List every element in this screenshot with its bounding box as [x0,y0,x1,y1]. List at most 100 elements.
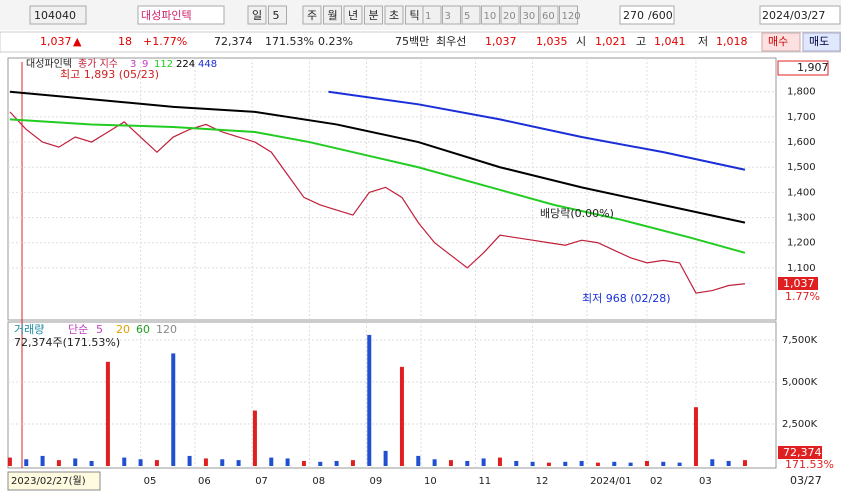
high: 1,041 [654,35,686,48]
volume-bar [73,458,78,466]
volume-bar [252,410,257,466]
volume-bar [481,458,486,466]
interval-button[interactable] [422,5,442,25]
price-line [9,111,746,294]
interval-label[interactable]: 120 [562,11,581,22]
y-tick-label: 2,500K [782,419,818,430]
volume-bar [514,460,519,466]
event-annotation: 배당락(0.00%) [540,207,614,220]
legend-entry: 단순 [68,323,88,336]
end-date: 03/27 [790,474,822,487]
arrow: ▲ [73,35,82,48]
low-annotation: 최저 968 (02/28) [582,292,671,305]
period-label[interactable]: 일 [252,8,262,22]
volume-bar [416,455,421,466]
interval-label[interactable]: 30 [523,11,536,22]
buy-button[interactable]: 매수 [768,35,788,48]
volume-bar [399,366,404,466]
period-button[interactable] [247,5,267,25]
interval-label[interactable]: 10 [484,11,497,22]
legend-entry: 3 [130,59,136,70]
change: 18 [118,35,132,48]
volume-bar [710,459,715,466]
legend-entry: 종가 지수 [78,58,118,70]
stock-name[interactable]: 대성파인텍 [141,9,192,22]
volume-pct: 171.53% [265,35,314,48]
period-label[interactable]: 월 [328,9,338,22]
period-button[interactable] [364,5,383,25]
y-tick-label: 1,200 [787,238,816,249]
interval-label[interactable]: 60 [542,11,555,22]
volume-bar [628,462,633,466]
code[interactable]: 104040 [34,9,76,22]
interval-button[interactable] [559,5,578,25]
period-button[interactable] [323,5,342,25]
interval-button[interactable] [520,5,539,25]
interval-label[interactable]: 20 [503,11,516,22]
count[interactable]: 270 [623,9,644,22]
date[interactable]: 2024/03/27 [762,9,825,22]
interval-label[interactable]: 3 [445,11,451,22]
volume-bar [742,460,747,466]
period-label[interactable]: 5 [273,9,280,22]
volume-bar [171,353,176,466]
top-label: 1,907 [797,61,829,74]
period-label[interactable]: 분 [369,9,379,22]
period-label[interactable]: 주 [307,9,317,22]
period-label[interactable]: 년 [348,9,358,22]
volume-bar [105,361,110,466]
open-label: 시 [576,35,586,48]
volume-bar [334,460,339,466]
volume-bar [7,457,12,466]
period-button[interactable] [343,5,363,25]
period-button[interactable] [302,5,322,25]
volume-bar [122,457,127,466]
volume-bar [236,460,241,466]
volume-bar [661,461,666,466]
y-tick-label: 1,100 [787,263,816,274]
volume: 72,374 [214,35,253,48]
volume-bar [612,461,617,466]
price-panel [7,57,777,321]
period-button[interactable] [384,5,404,25]
volume-bar [563,461,568,466]
legend-entry: 5 [96,323,103,336]
legend-entry: 120 [156,323,177,336]
volume-bar [693,407,698,466]
change-pct: +1.77% [143,35,187,48]
volume-bar [301,460,306,466]
interval-button[interactable] [500,5,520,25]
period-label[interactable]: 초 [389,9,399,22]
start-date: 2023/02/27(월) [11,475,86,487]
volume-bar [383,450,388,466]
period-button[interactable] [268,5,287,25]
interval-button[interactable] [539,5,559,25]
interval-button[interactable] [461,5,481,25]
period-label[interactable]: 틱 [410,9,420,22]
interval-button[interactable] [481,5,500,25]
low-label: 저 [698,35,708,48]
volume-bar [367,334,372,466]
turnover: 0.23% [318,35,353,48]
volume-title: 거래량 [14,323,44,336]
interval-label[interactable]: 1 [425,11,431,22]
volume-bar [465,460,470,466]
x-tick-label: 02 [650,476,663,487]
x-tick-label: 06 [198,476,211,487]
open: 1,021 [595,35,627,48]
interval-button[interactable] [442,5,461,25]
last-change: 1.77% [785,290,820,303]
volume-bar [579,460,584,466]
volume-last: 72,374 [783,446,822,459]
volume-bar [677,462,682,466]
interval-label[interactable]: 5 [464,11,470,22]
legend-entry: 448 [198,59,217,70]
price: 1,037 [40,35,72,48]
last-price: 1,037 [783,277,815,290]
volume-bar [350,460,355,466]
x-tick-label: 05 [144,476,157,487]
y-tick-label: 1,400 [787,187,816,198]
sell-button[interactable]: 매도 [809,35,829,48]
toolbar: 104040 대성파인텍 일 5 주 월 년 분 초 틱 1 3 5 10 20 30 60 120 270 … [0,0,841,30]
